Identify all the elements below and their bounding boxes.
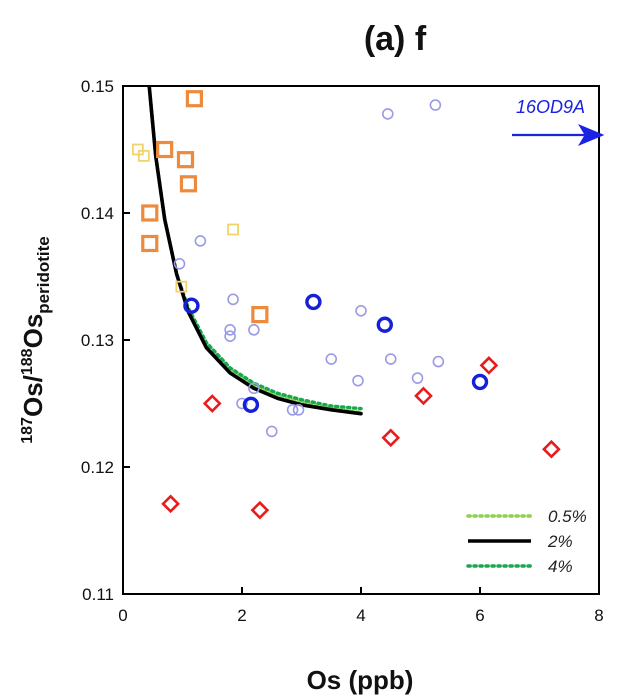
marker-small-circle: [432, 355, 445, 368]
marker-diamond: [202, 394, 222, 413]
marker-small-circle: [194, 235, 207, 247]
marker-diamond: [250, 500, 270, 520]
y-axis-title-sup1: 187: [19, 417, 36, 444]
legend: 0.5% 2% 4%: [466, 507, 587, 576]
marker-large-square: [251, 306, 269, 324]
x-tick-label: 0: [118, 606, 127, 625]
mixing-curve-2: [147, 86, 363, 416]
marker-diamond: [479, 356, 499, 375]
annotation-label: 16OD9A: [516, 97, 585, 117]
marker-small-circle: [286, 404, 299, 416]
marker-large-circle: [471, 373, 489, 391]
marker-small-circle: [411, 372, 424, 384]
marker-large-circle: [305, 293, 322, 311]
marker-small-circle: [265, 425, 278, 438]
y-tick-label: 0.14: [81, 204, 114, 223]
marker-large-square: [156, 140, 174, 159]
y-tick-label: 0.12: [81, 458, 114, 477]
marker-large-circle: [242, 396, 260, 413]
annotation-16od9a: 16OD9A: [512, 97, 605, 146]
marker-large-square: [179, 175, 198, 193]
mixing-curves: [147, 86, 363, 416]
mixing-curve-1: [147, 86, 363, 411]
marker-small-circle: [248, 382, 260, 395]
marker-small-circle: [429, 99, 442, 111]
marker-small-square: [131, 143, 144, 156]
marker-large-square: [176, 151, 195, 169]
marker-diamond: [381, 428, 401, 448]
marker-small-square: [227, 223, 239, 236]
y-axis-title-main2: Os: [18, 314, 48, 349]
marker-large-circle: [376, 316, 393, 333]
x-tick-label: 6: [475, 606, 484, 625]
marker-small-circle: [325, 353, 338, 365]
marker-diamond: [161, 494, 180, 514]
marker-large-square: [141, 204, 159, 222]
marker-large-square: [141, 234, 159, 253]
marker-small-circle: [381, 108, 394, 120]
marker-small-circle: [224, 330, 236, 342]
y-tick-label: 0.15: [81, 77, 114, 96]
marker-diamond: [542, 439, 561, 459]
x-tick-label: 2: [237, 606, 246, 625]
x-tick-label: 4: [356, 606, 365, 625]
marker-small-circle: [355, 304, 367, 317]
legend-label-4: 4%: [548, 557, 573, 576]
marker-small-circle: [248, 324, 260, 336]
x-axis-title: Os (ppb): [307, 665, 414, 695]
marker-small-circle: [352, 374, 364, 387]
y-axis-title-sub: peridotite: [34, 236, 53, 313]
x-tick-label: 8: [594, 606, 603, 625]
y-axis-title-sup2: 188: [19, 348, 36, 375]
marker-small-circle: [236, 397, 248, 410]
marker-large-circle: [183, 297, 200, 314]
marker-small-circle: [224, 324, 236, 336]
plot-area: 0 2 4 6 8 0.11 0.12 0.13 0.14 0.15: [81, 77, 604, 625]
marker-small-circle: [384, 353, 397, 365]
marker-large-square: [185, 90, 203, 108]
chart-title: (a) f: [364, 20, 427, 58]
y-axis-title: 187Os/188Osperidotite: [18, 236, 53, 443]
y-tick-label: 0.11: [82, 585, 114, 604]
legend-label-2: 2%: [547, 532, 573, 551]
plot-frame: [122, 85, 600, 595]
marker-small-circle: [292, 404, 305, 416]
marker-diamond: [414, 386, 433, 406]
marker-small-circle: [173, 257, 186, 270]
mixing-curve-0: [147, 86, 363, 415]
y-axis-title-main1: Os/: [18, 375, 48, 417]
legend-label-05: 0.5%: [548, 507, 587, 526]
marker-small-circle: [227, 293, 239, 306]
marker-small-square: [137, 149, 150, 162]
marker-small-square: [175, 280, 188, 293]
y-tick-label: 0.13: [81, 331, 114, 350]
